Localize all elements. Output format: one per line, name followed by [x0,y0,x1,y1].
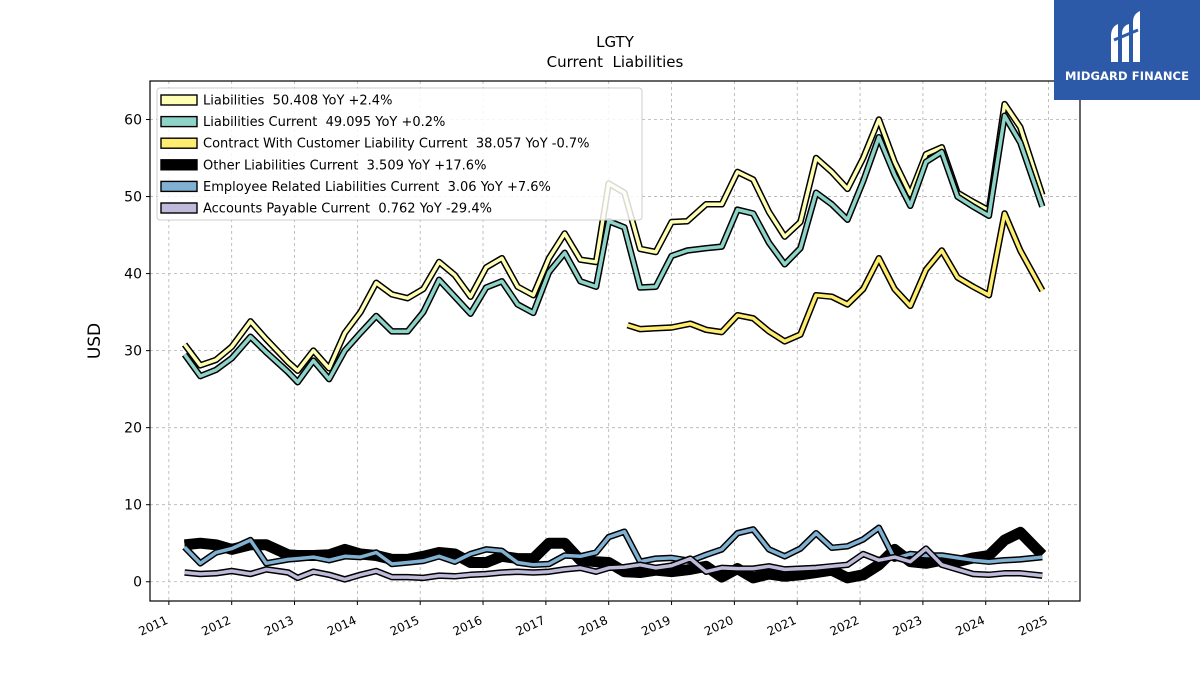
series-line-6 [184,545,1043,583]
series-line-4 [184,526,1047,584]
legend-entry: Other Liabilities Current 3.509 YoY +17.… [160,158,486,173]
brand-name: MIDGARD FINANCE [1064,69,1190,83]
legend: Liabilities 50.408 YoY +2.4% Liabilities … [156,87,643,221]
series-line-3 [626,210,1046,345]
legend-label: Liabilities 50.408 YoY +2.4% [203,94,392,109]
x-tick-label: 2025 [1016,613,1050,639]
plot-frame [149,80,1081,602]
legend-entry: Liabilities Current 49.095 YoY +0.2% [160,115,445,130]
legend-swatch [160,94,198,106]
x-tick-label: 2017 [514,613,548,639]
legend-entry: Accounts Payable Current 0.762 YoY -29.4… [160,202,492,217]
brand-logo: MIDGARD FINANCE [1054,0,1200,100]
legend-label: Employee Related Liabilities Current 3.0… [203,180,551,195]
series-core [184,528,1046,582]
legend-label: Liabilities Current 49.095 YoY +0.2% [203,115,445,130]
legend-swatch [160,159,198,171]
chart-title: LGTY [596,33,635,51]
legend-swatch [160,137,198,149]
legend-entry: Employee Related Liabilities Current 3.0… [160,180,551,195]
x-tick-label: 2023 [891,613,925,639]
brand-mark-icon [1111,11,1140,62]
x-tick-label: 2014 [325,613,359,639]
y-axis-label: USD [85,323,105,359]
y-tick-label: 10 [124,498,142,514]
x-tick-label: 2018 [576,613,610,639]
x-tick-label: 2020 [702,613,736,639]
x-tick-label: 2013 [262,613,296,639]
y-tick-label: 0 [133,575,142,591]
legend-swatch [160,202,198,214]
y-tick-label: 20 [124,421,142,437]
legend-entry: Contract With Customer Liability Current… [160,137,589,152]
x-tick-label: 2011 [137,613,171,639]
x-tick-label: 2015 [388,613,422,639]
y-tick-label: 50 [124,190,142,206]
y-tick-label: 30 [124,344,142,360]
legend-label: Contract With Customer Liability Current… [203,137,589,152]
legend-label: Other Liabilities Current 3.509 YoY +17.… [203,158,486,173]
legend-entry: Liabilities 50.408 YoY +2.4% [160,94,392,109]
series-core [183,113,1044,384]
grid-lines [150,81,1080,601]
x-tick-label: 2012 [199,613,233,639]
legend-swatch [160,115,198,128]
x-tick-label: 2016 [451,613,485,639]
legend-box [156,87,643,221]
x-tick-label: 2022 [828,613,862,639]
legend-swatch [160,180,198,193]
series-core [184,546,1043,582]
chart-subtitle: Current Liabilities [547,53,684,71]
x-tick-label: 2021 [765,613,799,639]
y-tick-label: 60 [124,113,142,129]
x-tick-label: 2024 [953,613,987,639]
legend-label: Accounts Payable Current 0.762 YoY -29.4… [203,202,492,217]
series-line-2 [181,112,1046,386]
series-core [627,211,1044,344]
y-tick-label: 40 [124,267,142,283]
x-tick-label: 2019 [639,613,673,639]
